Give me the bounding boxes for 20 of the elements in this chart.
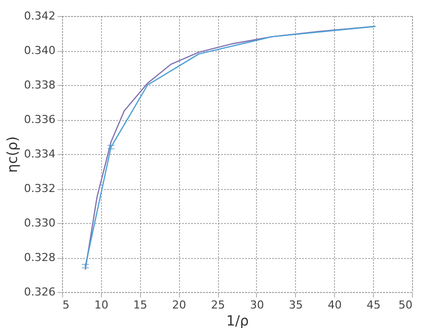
x-tick-label: 20: [172, 298, 186, 312]
y-tick-label: 0.340: [24, 44, 56, 57]
x-tick-label: 30: [250, 298, 264, 312]
y-tick-label: 0.332: [24, 182, 56, 195]
y-tick-label: 0.342: [24, 10, 56, 22]
x-tick-label: 25: [211, 298, 226, 312]
x-tick-label: 40: [328, 298, 342, 312]
y-tick-label: 0.326: [24, 286, 56, 298]
x-tick-label: 5: [62, 298, 70, 312]
y-tick-label: 0.334: [24, 148, 56, 160]
y-tick-label: 0.328: [24, 251, 56, 264]
y-tick-label: 0.330: [24, 216, 56, 230]
x-tick-label: 50: [398, 298, 412, 312]
x-tick-label: 35: [288, 298, 303, 312]
y-axis-title: ηc(ρ): [5, 136, 22, 173]
x-tick-label: 15: [133, 298, 148, 312]
x-tick-label: 10: [94, 298, 108, 312]
x-tick-label: 45: [366, 298, 381, 312]
y-tick-label: 0.336: [24, 113, 56, 126]
y-tick-label: 0.338: [24, 78, 56, 92]
